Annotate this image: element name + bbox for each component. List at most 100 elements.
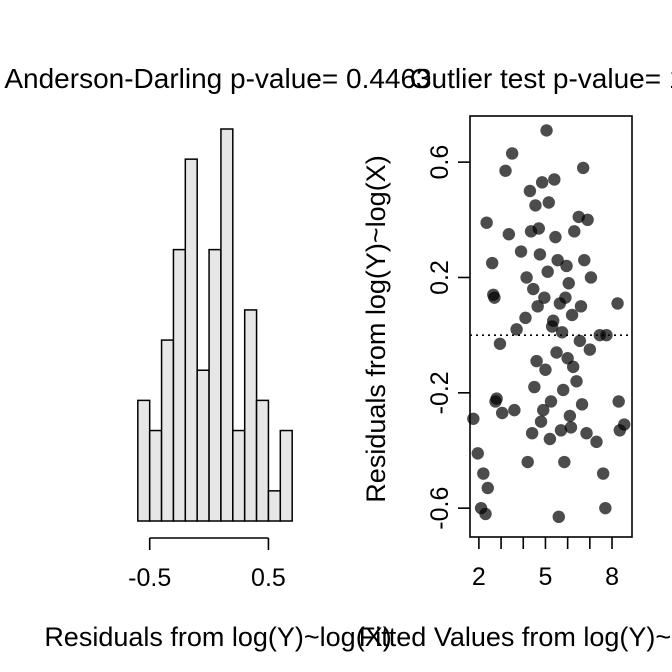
- scatter-x-axis: 2 5 8: [472, 537, 619, 591]
- scatter-point: [540, 124, 552, 136]
- scatter-point: [565, 421, 577, 433]
- scatter-point: [528, 381, 540, 393]
- scatter-point: [580, 427, 592, 439]
- scatter-point: [494, 338, 506, 350]
- scatter-point: [584, 343, 596, 355]
- scatter-points: [467, 124, 630, 523]
- scatter-x-tick-label: 5: [538, 563, 552, 591]
- scatter-y-axis-label: Residuals from log(Y)~log(X): [361, 155, 391, 502]
- histogram-x-tick-label: 0.5: [251, 564, 286, 592]
- scatter-point: [524, 185, 536, 197]
- scatter-point: [534, 248, 546, 260]
- scatter-point: [618, 418, 630, 430]
- scatter-point: [590, 436, 602, 448]
- scatter-point: [550, 346, 562, 358]
- scatter-point: [597, 467, 609, 479]
- scatter-point: [503, 228, 515, 240]
- histogram-bar: [185, 159, 197, 521]
- scatter-point: [467, 413, 479, 425]
- scatter-point: [544, 433, 556, 445]
- scatter-point: [530, 355, 542, 367]
- scatter-point: [581, 214, 593, 226]
- scatter-point: [545, 395, 557, 407]
- scatter-point: [515, 245, 527, 257]
- histogram-bar: [233, 431, 245, 521]
- histogram-bar: [221, 129, 233, 521]
- scatter-point: [566, 309, 578, 321]
- scatter-point: [536, 176, 548, 188]
- scatter-y-tick-label: -0.2: [426, 371, 454, 414]
- scatter-point: [575, 300, 587, 312]
- histogram-bar: [138, 400, 150, 521]
- histogram-bar: [162, 340, 174, 521]
- histogram-x-tick-label: -0.5: [128, 564, 171, 592]
- scatter-point: [510, 323, 522, 335]
- scatter-point: [577, 162, 589, 174]
- scatter-point: [527, 283, 539, 295]
- scatter-point: [549, 231, 561, 243]
- scatter-point: [472, 447, 484, 459]
- scatter-point: [499, 165, 511, 177]
- scatter-point: [570, 375, 582, 387]
- scatter-x-tick-label: 2: [472, 563, 486, 591]
- scatter-y-axis: -0.6 -0.2 0.2 0.6: [426, 145, 470, 530]
- scatter-point: [541, 266, 553, 278]
- scatter-point: [496, 407, 508, 419]
- scatter-point: [564, 410, 576, 422]
- scatter-y-tick-label: -0.6: [426, 487, 454, 530]
- histogram-bar: [209, 250, 221, 521]
- scatter-point: [574, 335, 586, 347]
- scatter-point: [539, 364, 551, 376]
- scatter-point: [529, 199, 541, 211]
- scatter-point: [556, 326, 568, 338]
- scatter-point: [521, 456, 533, 468]
- scatter-point: [568, 225, 580, 237]
- scatter-point: [557, 384, 569, 396]
- scatter-point: [506, 147, 518, 159]
- histogram-x-axis: -0.5 0.5: [128, 538, 286, 592]
- scatter-point: [563, 277, 575, 289]
- scatter-point: [611, 297, 623, 309]
- scatter-panel: Outlier test p-value= 1. -0.6-0.20.20.6 …: [359, 63, 672, 652]
- scatter-point: [567, 361, 579, 373]
- histogram-bar: [197, 370, 209, 521]
- scatter-point: [479, 508, 491, 520]
- scatter-y-tick-label: 0.2: [426, 260, 454, 295]
- scatter-y-tick-label: 0.6: [426, 145, 454, 180]
- histogram-bar: [245, 310, 257, 521]
- scatter-point: [488, 291, 500, 303]
- histogram-bar: [150, 431, 162, 521]
- scatter-point: [533, 222, 545, 234]
- scatter-point: [599, 502, 611, 514]
- histogram-bars: [138, 129, 292, 521]
- scatter-point: [482, 482, 494, 494]
- scatter-point: [576, 398, 588, 410]
- scatter-point: [526, 427, 538, 439]
- scatter-x-tick-label: 8: [605, 563, 619, 591]
- scatter-point: [559, 291, 571, 303]
- scatter-point: [612, 395, 624, 407]
- scatter-point: [547, 315, 559, 327]
- histogram-bar: [280, 431, 292, 521]
- histogram-x-axis-label: Residuals from log(Y)~log(X): [44, 622, 391, 652]
- scatter-x-axis-label: Fitted Values from log(Y)~log(X): [359, 622, 672, 652]
- scatter-point: [548, 173, 560, 185]
- scatter-point: [520, 271, 532, 283]
- scatter-point: [508, 404, 520, 416]
- scatter-point: [535, 415, 547, 427]
- histogram-bar: [268, 491, 280, 521]
- scatter-point: [558, 456, 570, 468]
- histogram-bar: [257, 400, 269, 521]
- scatter-point: [489, 395, 501, 407]
- scatter-point: [519, 312, 531, 324]
- scatter-title: Outlier test p-value= 1.: [410, 63, 672, 94]
- scatter-point: [486, 257, 498, 269]
- scatter-point: [578, 254, 590, 266]
- scatter-point: [538, 291, 550, 303]
- scatter-point: [560, 260, 572, 272]
- scatter-point: [585, 271, 597, 283]
- scatter-point: [480, 216, 492, 228]
- scatter-point: [543, 196, 555, 208]
- scatter-point: [553, 511, 565, 523]
